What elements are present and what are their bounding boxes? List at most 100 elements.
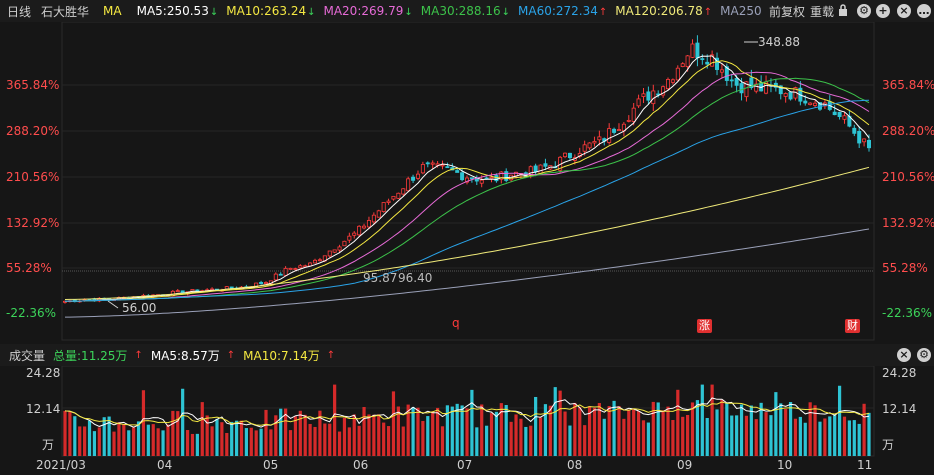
x-label-1: 04 <box>157 458 173 472</box>
candle-body-164 <box>867 139 872 149</box>
candle-body-122 <box>661 86 666 96</box>
candle-body-98 <box>543 163 548 167</box>
volume-bar-70 <box>406 404 410 456</box>
volume-bar-46 <box>288 430 293 456</box>
volume-bar-52 <box>318 410 322 456</box>
candle-body-74 <box>425 162 430 165</box>
volume-bar-27 <box>195 433 199 456</box>
volume-bar-9 <box>107 416 111 456</box>
volume-bar-107 <box>587 406 592 456</box>
volume-bar-40 <box>259 428 263 456</box>
volume-bar-158 <box>837 385 842 456</box>
volume-bar-7 <box>97 427 101 456</box>
volume-bar-102 <box>563 411 567 456</box>
candle-body-107 <box>587 142 592 149</box>
ma250-line <box>65 228 870 318</box>
volume-bar-154 <box>818 421 822 456</box>
price-label-right-0: 365.84% <box>882 78 934 92</box>
lock-icon[interactable] <box>838 4 848 17</box>
x-label-8: 11 <box>857 458 873 472</box>
gap-high-annotation: 96.40 <box>398 271 433 285</box>
volume-ma5: MA5:8.57万 <box>150 348 220 363</box>
volume-bar-114 <box>622 418 626 456</box>
volume-bar-140 <box>749 405 753 456</box>
x-label-0: 2021/03 <box>36 458 86 472</box>
price-label-right-5: -22.36% <box>882 306 933 320</box>
settings-icon[interactable]: ⚙ <box>857 4 871 18</box>
volume-bar-78 <box>445 405 449 456</box>
candle-body-124 <box>670 79 675 83</box>
more-icon[interactable]: … <box>917 4 931 18</box>
volume-total: 总量:11.25万 <box>53 348 128 363</box>
volume-bar-42 <box>269 429 273 456</box>
volume-bar-147 <box>784 408 788 456</box>
volume-bar-14 <box>132 427 136 456</box>
candle-body-44 <box>278 273 283 276</box>
candle-body-111 <box>607 128 612 143</box>
x-label-4: 07 <box>457 458 473 472</box>
volume-bar-136 <box>730 415 734 456</box>
volume-axis-left-2: 万 <box>42 438 55 452</box>
volume-bar-108 <box>592 407 597 456</box>
candle-body-138 <box>739 83 744 94</box>
candle-body-132 <box>710 54 715 67</box>
volume-close-icon[interactable]: × <box>897 348 911 362</box>
volume-bar-100 <box>553 387 557 456</box>
candle-body-69 <box>401 188 406 195</box>
period-label[interactable]: 日线 <box>7 4 32 19</box>
volume-bar-15 <box>136 421 141 456</box>
volume-bar-69 <box>401 426 405 456</box>
volume-bar-85 <box>480 404 484 456</box>
candle-body-52 <box>317 259 322 262</box>
volume-indicator-bar: 成交量 总量:11.25万 ↑ MA5:8.57万 ↑ MA10:7.14万 ↑ <box>0 344 934 366</box>
volume-bar-67 <box>391 391 396 456</box>
volume-bar-112 <box>612 400 616 456</box>
overlay-button[interactable]: 重载 <box>810 4 835 19</box>
volume-bar-159 <box>842 416 847 456</box>
volume-bar-152 <box>808 402 812 456</box>
candle-body-54 <box>327 250 332 257</box>
marker-earnings-badge[interactable]: 财 <box>845 319 860 333</box>
volume-axis-right-2: 万 <box>882 438 895 452</box>
volume-bar-83 <box>470 389 474 456</box>
candle-body-65 <box>381 202 386 212</box>
volume-bar-39 <box>254 430 258 456</box>
volume-bar-8 <box>102 417 106 456</box>
volume-bar-124 <box>671 420 675 456</box>
volume-bar-55 <box>333 384 337 456</box>
volume-bar-98 <box>543 404 548 456</box>
volume-axis-right-1: 12.14 <box>882 402 917 416</box>
volume-bar-91 <box>509 421 513 456</box>
candle-body-48 <box>298 265 303 269</box>
volume-bar-4 <box>83 426 87 456</box>
volume-bar-26 <box>190 433 195 456</box>
volume-bar-96 <box>534 396 538 456</box>
candle-body-66 <box>386 200 391 203</box>
candle-body-146 <box>778 85 783 95</box>
volume-bar-43 <box>274 415 278 456</box>
indicator-name[interactable]: MA <box>103 4 122 18</box>
volume-bar-11 <box>117 422 121 456</box>
candle-body-116 <box>631 107 636 122</box>
marker-limit-up-badge[interactable]: 涨 <box>697 319 712 333</box>
volume-bar-129 <box>695 400 700 456</box>
candle-body-131 <box>705 61 710 65</box>
volume-bar-143 <box>764 412 768 456</box>
candle-body-55 <box>332 249 337 253</box>
candle-body-64 <box>376 210 381 218</box>
ma-value-3: MA30:288.16 <box>420 4 501 18</box>
candle-body-70 <box>406 178 411 192</box>
low-price-arrow <box>107 300 119 309</box>
candle-body-72 <box>415 173 420 179</box>
close-icon[interactable]: × <box>897 4 911 18</box>
adjust-mode[interactable]: 前复权 <box>769 4 806 19</box>
candle-body-77 <box>440 164 445 167</box>
volume-bar-115 <box>627 409 631 456</box>
marker-q[interactable]: q <box>452 316 460 330</box>
volume-settings-icon[interactable]: ⚙ <box>917 348 931 362</box>
add-icon[interactable]: + <box>876 4 890 18</box>
volume-ma5-line <box>64 397 870 428</box>
candle-body-152 <box>808 102 813 105</box>
volume-bar-135 <box>725 402 729 456</box>
